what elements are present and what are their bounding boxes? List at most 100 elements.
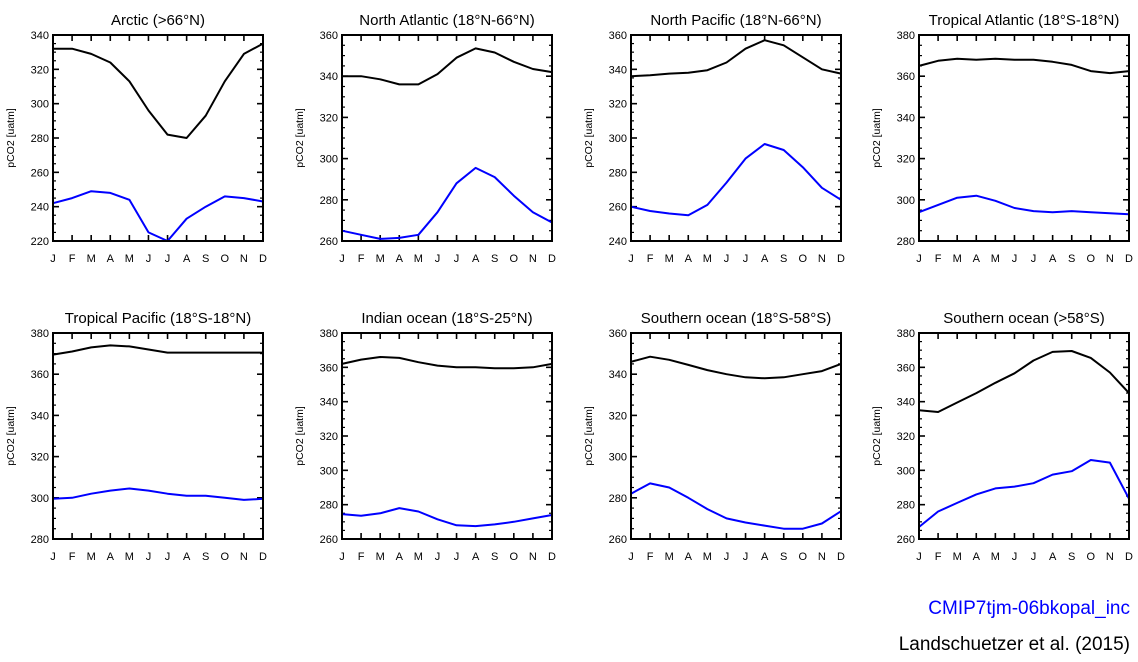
x-tick-label: J [339, 551, 345, 563]
x-tick-label: S [491, 253, 498, 265]
x-tick-label: O [510, 551, 519, 563]
plot-frame [918, 34, 1130, 242]
plot-frame [630, 332, 842, 540]
x-tick-label: J [628, 253, 634, 265]
obs-series-line [918, 350, 1130, 413]
x-tick-label: M [991, 253, 1000, 265]
y-tick-label: 360 [320, 30, 338, 42]
panel-3: North Pacific (18°N-66°N) pCO2 [uatm] 240 2… [583, 12, 845, 265]
obs-series-line [342, 47, 553, 86]
model-series-line [52, 487, 264, 501]
x-tick-label: A [1049, 551, 1057, 563]
model-series-line [630, 143, 842, 217]
y-tick-label: 280 [897, 500, 915, 512]
y-tick-label: 240 [609, 236, 627, 248]
y-tick-label: 360 [897, 362, 915, 374]
x-tick-label: S [202, 253, 209, 265]
panel-title: Tropical Atlantic (18°S-18°N) [929, 12, 1120, 29]
plot-frame [341, 332, 553, 540]
x-tick-label: F [647, 253, 654, 265]
panel-title: Southern ocean (>58°S) [943, 310, 1105, 327]
model-series-line [341, 507, 553, 528]
x-tick-label: M [125, 253, 134, 265]
y-tick-label: 360 [609, 30, 627, 42]
x-tick-label: M [87, 551, 96, 563]
y-axis-label: pCO2 [uatm] [294, 406, 306, 466]
x-tick-label: N [529, 253, 537, 265]
y-tick-label: 280 [609, 167, 627, 179]
x-tick-label: A [472, 253, 480, 265]
x-tick-label: S [780, 551, 787, 563]
x-tick-label: M [414, 253, 423, 265]
model-series-line [52, 190, 264, 242]
x-tick-label: S [1068, 253, 1075, 265]
x-tick-label: D [259, 253, 267, 265]
model-series-line [341, 166, 553, 240]
x-tick-label: M [87, 253, 96, 265]
x-tick-label: D [837, 253, 845, 265]
plot-frame [630, 34, 842, 242]
x-tick-label: J [435, 253, 441, 265]
x-tick-label: A [472, 551, 480, 563]
x-tick-label: O [799, 253, 808, 265]
obs-series-line [341, 356, 553, 370]
y-tick-label: 320 [897, 431, 915, 443]
y-tick-label: 340 [320, 71, 338, 83]
x-tick-label: O [221, 253, 230, 265]
x-tick-label: A [183, 253, 191, 265]
y-tick-label: 300 [31, 99, 49, 111]
x-tick-label: J [165, 551, 171, 563]
obs-series-line [630, 39, 842, 78]
y-axis-label: pCO2 [uatm] [5, 108, 17, 168]
panel-title: Arctic (>66°N) [111, 12, 205, 29]
y-tick-label: 340 [897, 112, 915, 124]
x-tick-label: J [1012, 551, 1018, 563]
y-tick-label: 260 [609, 202, 627, 214]
x-tick-label: N [1106, 551, 1114, 563]
y-tick-label: 320 [609, 410, 627, 422]
panel-4: Tropical Atlantic (18°S-18°N) pCO2 [uatm]… [871, 12, 1133, 265]
x-tick-label: M [953, 253, 962, 265]
y-tick-label: 320 [609, 99, 627, 111]
y-tick-label: 320 [320, 112, 338, 124]
x-tick-label: J [1012, 253, 1018, 265]
x-tick-label: A [396, 551, 404, 563]
x-tick-label: M [703, 551, 712, 563]
y-tick-label: 380 [320, 328, 338, 340]
y-axis-label: pCO2 [uatm] [871, 108, 883, 168]
x-tick-label: N [1106, 253, 1114, 265]
plot-frame [918, 332, 1130, 540]
panel-title: Southern ocean (18°S-58°S) [641, 310, 831, 327]
x-tick-label: M [414, 551, 423, 563]
y-tick-label: 360 [320, 362, 338, 374]
y-tick-label: 340 [897, 397, 915, 409]
x-tick-label: J [743, 551, 749, 563]
y-tick-label: 300 [320, 154, 338, 166]
x-tick-label: J [165, 253, 171, 265]
panel-8: Southern ocean (>58°S) pCO2 [uatm] 260 280 3… [871, 310, 1133, 563]
x-tick-label: J [339, 253, 345, 265]
x-tick-label: A [396, 253, 404, 265]
y-tick-label: 260 [609, 534, 627, 546]
x-tick-label: F [935, 253, 942, 265]
y-tick-label: 360 [31, 369, 49, 381]
x-tick-label: F [69, 253, 76, 265]
model-series-line [630, 482, 842, 530]
x-tick-label: M [125, 551, 134, 563]
y-tick-label: 260 [320, 236, 338, 248]
x-tick-label: J [454, 551, 460, 563]
x-tick-label: A [685, 551, 693, 563]
x-tick-label: A [761, 551, 769, 563]
y-axis-label: pCO2 [uatm] [871, 406, 883, 466]
y-tick-label: 260 [320, 534, 338, 546]
x-tick-label: O [221, 551, 230, 563]
y-tick-label: 380 [897, 30, 915, 42]
obs-series-line [52, 344, 263, 356]
panel-title: North Atlantic (18°N-66°N) [359, 12, 534, 29]
x-tick-label: D [548, 253, 556, 265]
y-tick-label: 300 [897, 465, 915, 477]
y-tick-label: 360 [897, 71, 915, 83]
x-tick-label: A [107, 253, 115, 265]
y-tick-label: 280 [31, 534, 49, 546]
x-tick-label: A [761, 253, 769, 265]
